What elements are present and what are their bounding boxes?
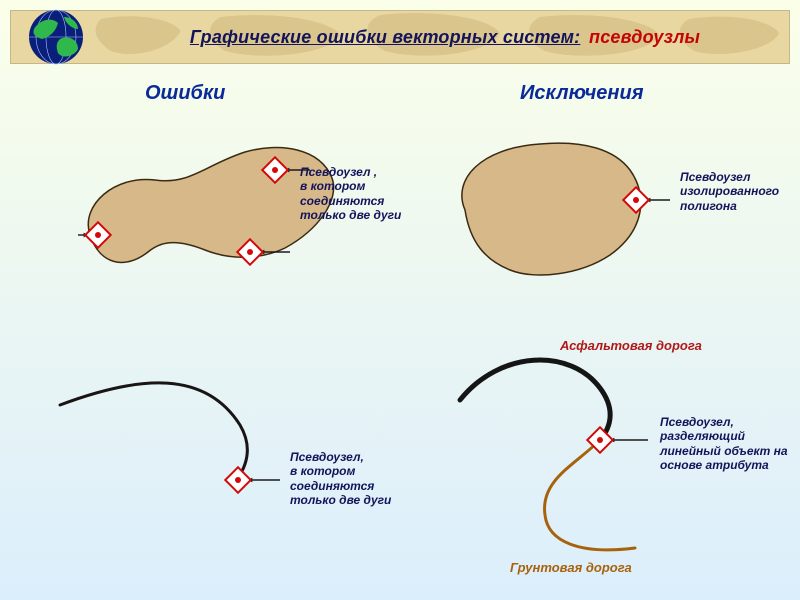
- asphalt-road-line: [460, 360, 610, 440]
- polygon-shape: [462, 143, 641, 275]
- pseudonode-marker: [225, 467, 250, 492]
- polygon-shape: [88, 148, 333, 263]
- callout-arrow: [248, 478, 280, 483]
- title-main: Графические ошибки векторных систем:: [190, 27, 581, 47]
- ground-road-label: Грунтовая дорога: [510, 560, 632, 575]
- section-exceptions-title: Исключения: [520, 82, 643, 105]
- globe-wrap: [11, 10, 101, 64]
- page-title: Графические ошибки векторных систем: псе…: [101, 27, 789, 48]
- label-pseudonode-attribute-split: Псевдоузел, разделяющий линейный объект …: [660, 415, 788, 473]
- line-path: [60, 383, 247, 478]
- page: Графические ошибки векторных систем: псе…: [0, 0, 800, 600]
- label-pseudonode-two-arcs-line: Псевдоузел, в котором соединяются только…: [290, 450, 391, 508]
- callout-arrow: [610, 438, 648, 443]
- globe-icon: [28, 9, 84, 65]
- label-pseudonode-two-arcs-polygon: Псевдоузел , в котором соединяются тольк…: [300, 165, 401, 223]
- section-errors-title: Ошибки: [145, 82, 225, 105]
- asphalt-road-label: Асфальтовая дорога: [560, 338, 702, 353]
- ground-road-line: [545, 440, 635, 550]
- title-accent: псевдоузлы: [589, 27, 700, 47]
- label-pseudonode-isolated-polygon: Псевдоузел изолированного полигона: [680, 170, 779, 213]
- header-band: Графические ошибки векторных систем: псе…: [10, 10, 790, 64]
